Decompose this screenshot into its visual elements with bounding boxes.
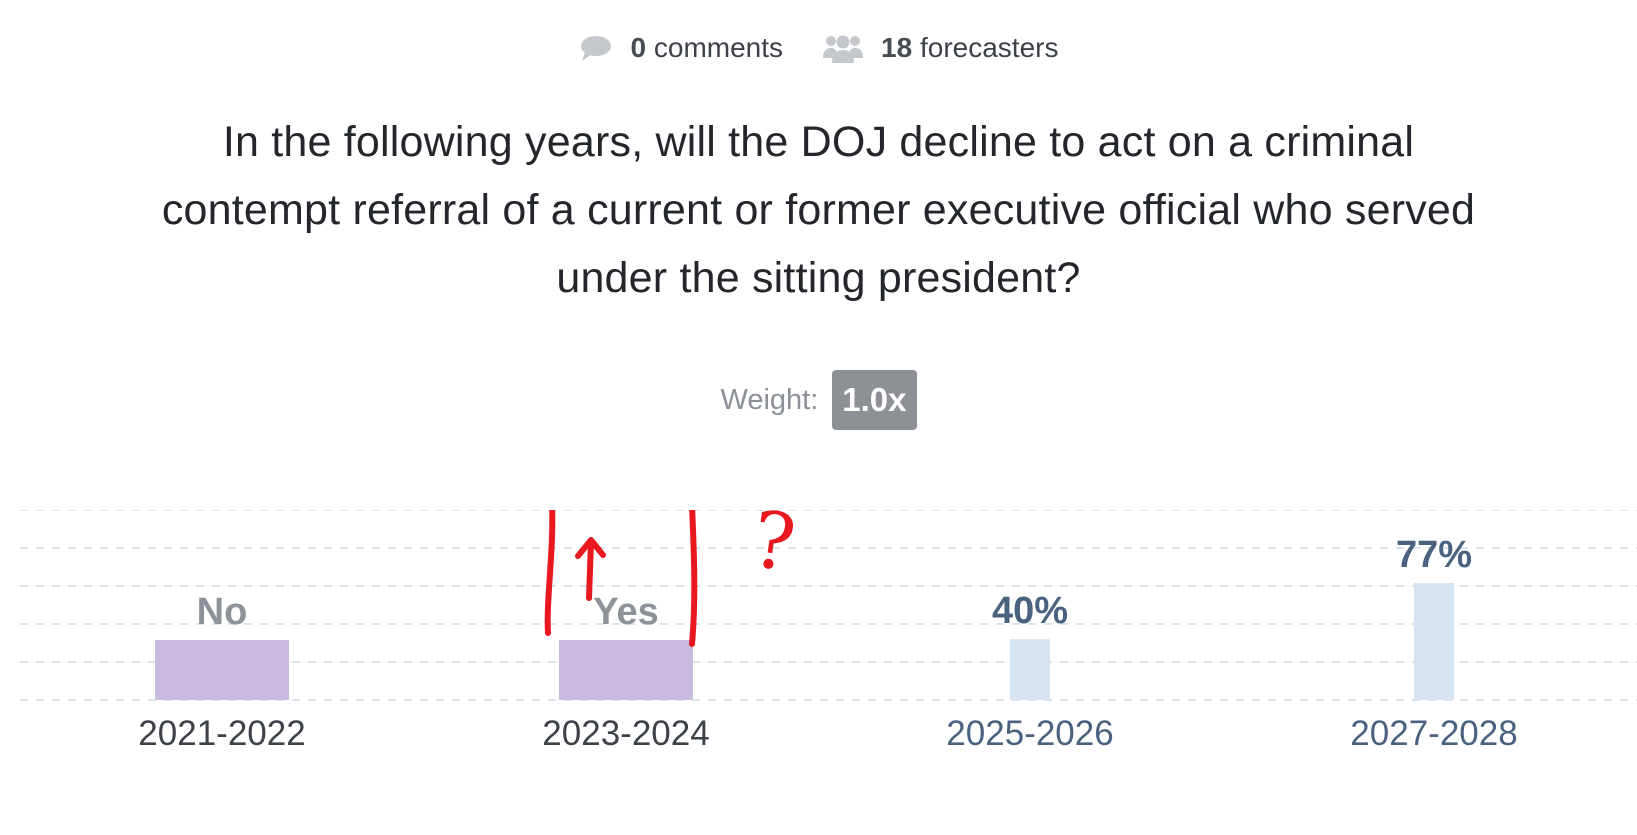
bar-label-2023-2024: Yes (593, 591, 659, 633)
x-tick-label: 2021-2022 (138, 714, 305, 753)
comments-count: 0 (630, 32, 647, 63)
bar-label-2025-2026: 40% (992, 590, 1068, 632)
forecast-chart-svg: No 2021-2022 Yes 2023-2024 40% 2025-2026 77% 20… (20, 510, 1637, 753)
x-tick-label: 2025-2026 (946, 714, 1113, 753)
forecasters-count: 18 (881, 32, 913, 63)
annotation-question-mark: ? (747, 510, 801, 590)
bar-label-2027-2028: 77% (1396, 534, 1472, 576)
forecasters-info: 18 forecasters (823, 32, 1058, 64)
bar-label-2021-2022: No (197, 591, 248, 633)
bar-2025-2026 (1010, 639, 1050, 700)
people-group-icon (823, 33, 864, 63)
forecasters-label: forecasters (919, 32, 1059, 63)
comments-label: comments (653, 32, 784, 63)
weight-badge: 1.0x (832, 370, 917, 430)
question-meta: 0 comments 18 forecasters (0, 32, 1637, 64)
x-tick-label: 2023-2024 (542, 714, 709, 753)
question-title: In the following years, will the DOJ dec… (161, 118, 1476, 302)
bar-2021-2022 (155, 640, 289, 700)
comments-link[interactable]: 0 comments (579, 32, 784, 64)
bar-2023-2024 (559, 640, 693, 700)
weight-row: Weight: 1.0x (0, 370, 1637, 430)
weight-label: Weight: (720, 383, 819, 416)
speech-bubble-icon (579, 34, 613, 62)
annotation-arrow-up-icon (575, 537, 606, 601)
x-tick-label: 2027-2028 (1350, 714, 1517, 753)
annotation-box (544, 510, 698, 647)
forecast-chart: No 2021-2022 Yes 2023-2024 40% 2025-2026 77% 20… (0, 510, 1637, 830)
bar-2027-2028 (1414, 582, 1454, 700)
